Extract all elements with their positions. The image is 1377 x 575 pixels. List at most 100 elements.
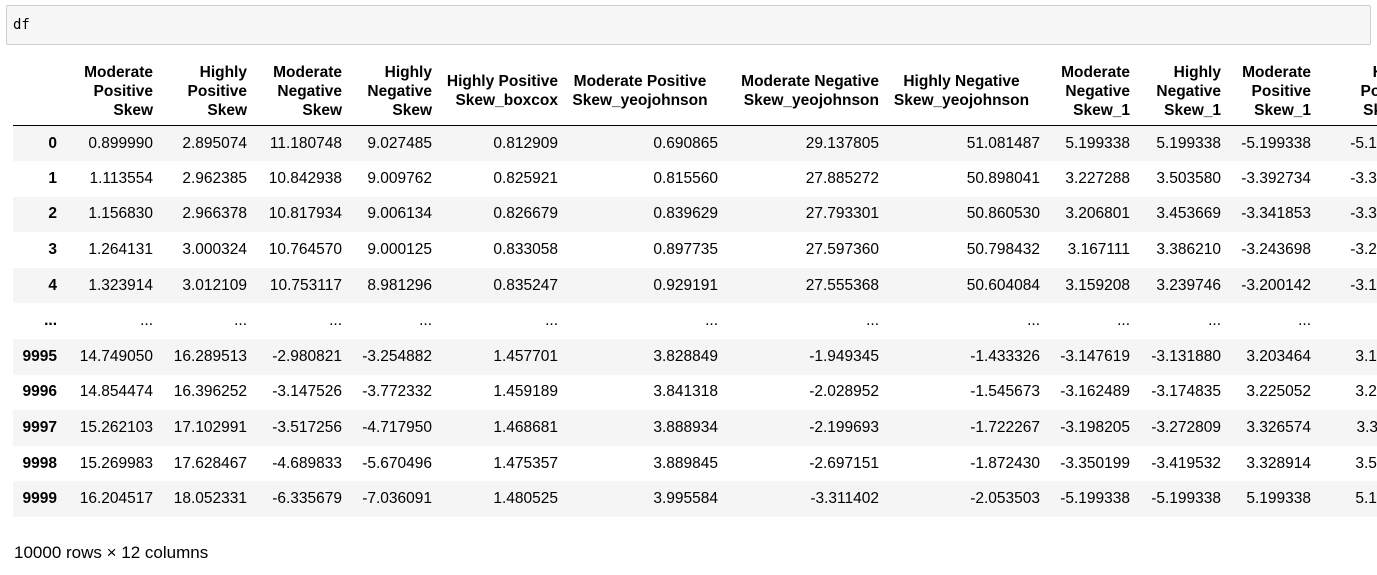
table-cell: -3.342510 (1350, 169, 1377, 187)
table-cell: 3.227288 (1065, 169, 1130, 187)
table-row: 3 1.264131 3.000324 10.764570 9.000125 0.8330… (13, 232, 1377, 268)
table-cell: 1.475357 (493, 454, 558, 472)
table-cell: -1.545673 (970, 383, 1040, 401)
row-index: 9997 (22, 419, 57, 437)
table-cell: 3.828849 (653, 347, 718, 365)
table-row: 9998 15.269983 17.628467 -4.689833 -5.670496… (13, 446, 1377, 482)
index-header (13, 57, 61, 126)
table-cell: -5.199338 (1060, 490, 1130, 508)
code-text: df (13, 17, 30, 33)
table-cell: 1.459189 (493, 383, 558, 401)
table-cell: 1.156830 (88, 205, 153, 223)
table-cell: 0.812909 (493, 134, 558, 152)
row-index: ... (44, 312, 57, 330)
table-cell: -2.028952 (809, 383, 879, 401)
table-cell: ... (329, 312, 342, 330)
table-cell: 0.929191 (653, 276, 718, 294)
table-cell: -3.272809 (1151, 419, 1221, 437)
table-cell: ... (419, 312, 432, 330)
column-header: Highly Positive Skew_1 (1315, 57, 1377, 126)
table-cell: 3.198501 (1355, 347, 1377, 365)
table-cell: 17.628467 (173, 454, 247, 472)
table-header-row: Moderate Positive Skew Highly Positive S… (13, 57, 1377, 126)
dataframe-output: Moderate Positive Skew Highly Positive S… (13, 57, 1377, 527)
table-cell: -1.722267 (970, 419, 1040, 437)
table-cell: -7.036091 (362, 490, 432, 508)
table-cell: 10.817934 (268, 205, 342, 223)
table-cell: 0.899990 (88, 134, 153, 152)
table-cell: 15.269983 (79, 454, 153, 472)
table-cell: -3.198205 (1060, 419, 1130, 437)
row-index: 1 (48, 169, 57, 187)
table-cell: ... (1117, 312, 1130, 330)
table-cell: -3.254882 (362, 347, 432, 365)
column-header: Moderate Negative Skew_1 (1044, 57, 1134, 126)
table-cell: -1.433326 (970, 347, 1040, 365)
row-index: 9999 (22, 490, 57, 508)
table-cell: -3.326712 (1350, 205, 1377, 223)
table-cell: 15.262103 (79, 419, 153, 437)
table-cell: 50.798432 (966, 241, 1040, 259)
table-row: 2 1.156830 2.966378 10.817934 9.006134 0.8266… (13, 196, 1377, 233)
table-cell: -5.199338 (1350, 134, 1377, 152)
table-cell: -1.949345 (809, 347, 879, 365)
code-cell-input[interactable]: df (6, 5, 1371, 45)
table-cell: 3.216870 (1355, 383, 1377, 401)
table-cell: 18.052331 (173, 490, 247, 508)
column-header: Moderate Positive Skew (61, 57, 157, 126)
table-cell: 3.588740 (1355, 454, 1377, 472)
table-cell: 3.888934 (653, 419, 718, 437)
table-cell: -1.872430 (970, 454, 1040, 472)
table-cell: 3.012109 (182, 276, 247, 294)
table-cell: -3.186601 (1350, 276, 1377, 294)
table-cell: 16.204517 (79, 490, 153, 508)
table-cell: 50.604084 (966, 276, 1040, 294)
row-index: 4 (48, 276, 57, 294)
table-cell: -6.335679 (272, 490, 342, 508)
table-cell: 14.749050 (79, 347, 153, 365)
table-cell: -3.216442 (1350, 241, 1377, 259)
row-index: 9998 (22, 454, 57, 472)
column-header: Highly Negative Skew_1 (1134, 57, 1225, 126)
table-cell: -3.243698 (1241, 241, 1311, 259)
column-header: Highly Negative Skew (346, 57, 436, 126)
table-row: 1 1.113554 2.962385 10.842938 9.009762 0.8259… (13, 161, 1377, 197)
table-row: 4 1.323914 3.012109 10.753117 8.981296 0.8352… (13, 267, 1377, 304)
row-index: 9996 (22, 383, 57, 401)
table-cell: 3.995584 (653, 490, 718, 508)
table-cell: 3.225052 (1246, 383, 1311, 401)
table-cell: 3.841318 (653, 383, 718, 401)
table-cell: -2.980821 (272, 347, 342, 365)
row-index: 2 (48, 205, 57, 223)
table-cell: 3.167111 (1067, 241, 1130, 259)
table-cell: 2.895074 (182, 134, 247, 152)
table-cell: 3.206801 (1065, 205, 1130, 223)
table-cell: 1.264131 (88, 241, 153, 259)
table-row: 9999 16.204517 18.052331 -6.335679 -7.036091… (13, 481, 1377, 518)
table-cell: -3.147526 (272, 383, 342, 401)
table-cell: 9.009762 (367, 169, 432, 187)
column-header: Highly Positive Skew (157, 57, 251, 126)
table-cell: 10.764570 (268, 241, 342, 259)
table-cell: -2.053503 (970, 490, 1040, 508)
table-cell: 0.839629 (653, 205, 718, 223)
table-cell: 29.137805 (805, 134, 879, 152)
table-cell: 1.113554 (89, 169, 154, 187)
table-cell: 51.081487 (966, 134, 1040, 152)
table-row: 9995 14.749050 16.289513 -2.980821 -3.254882… (13, 339, 1377, 375)
table-cell: 5.199338 (1156, 134, 1221, 152)
table-cell: -3.174835 (1151, 383, 1221, 401)
column-header: Moderate Negative Skew (251, 57, 346, 126)
table-cell: 17.102991 (173, 419, 247, 437)
table-cell: 2.966378 (182, 205, 247, 223)
table-cell: 3.203464 (1246, 347, 1311, 365)
table-cell: 0.815560 (653, 169, 718, 187)
table-cell: 3.328914 (1246, 454, 1311, 472)
table-cell: -3.517256 (272, 419, 342, 437)
table-cell: ... (1027, 312, 1040, 330)
table-cell: 3.000324 (182, 241, 247, 259)
table-cell: -2.199693 (809, 419, 879, 437)
table-cell: ... (705, 312, 718, 330)
table-cell: 16.396252 (173, 383, 247, 401)
row-index: 3 (48, 241, 57, 259)
